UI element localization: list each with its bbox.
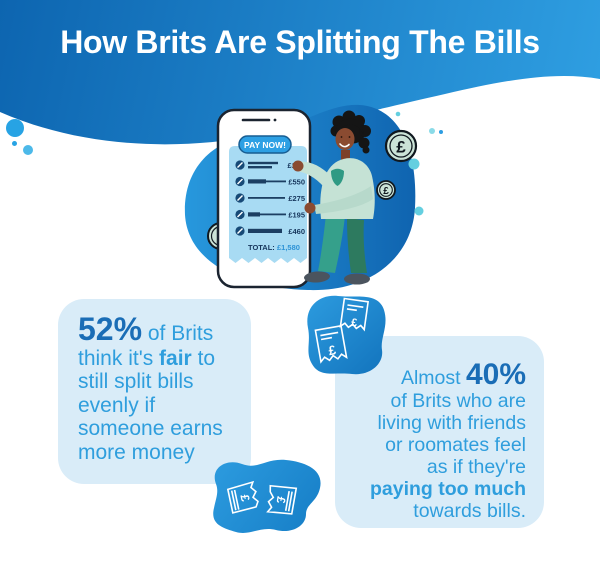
- woman-illustration: [292, 110, 375, 285]
- stat-value-suffix: of Brits: [142, 322, 214, 345]
- stat-card-52-percent: 52% of Brits think it's fair to still sp…: [58, 299, 251, 484]
- stat-line: as if they're: [426, 456, 526, 478]
- teal-accent-dot: [429, 128, 435, 134]
- header-wave: [0, 0, 600, 145]
- decor-dot-large: [6, 119, 24, 137]
- receipt-rows: £10 £550 £275 £195 £460: [235, 160, 305, 236]
- bills-icon: £ £: [307, 295, 386, 375]
- stat-body: think it's fair to still split bills eve…: [78, 347, 251, 465]
- stat-line: think it's fair to: [78, 346, 216, 370]
- stat-line: paying too much: [370, 478, 526, 500]
- receipt: [229, 146, 307, 263]
- stat-prefix: Almost: [400, 367, 466, 389]
- stat-body: of Brits who are living with friends or …: [335, 390, 526, 522]
- receipt-total-value: £1,580: [277, 243, 300, 252]
- stat-line: still split bills: [78, 370, 194, 394]
- stat-line: more money: [78, 440, 195, 464]
- stat-value: 52%: [78, 311, 143, 347]
- pound-coin-icon: £: [384, 129, 418, 163]
- svg-text:£: £: [327, 342, 337, 358]
- teal-accent-dot: [395, 111, 401, 117]
- blue-accent-dot: [439, 130, 443, 134]
- decor-dot-tiny: [12, 141, 17, 146]
- pay-now-label: PAY NOW!: [244, 140, 286, 150]
- receipt-total-label: TOTAL:: [248, 243, 275, 252]
- receipt-amount: £460: [288, 227, 305, 236]
- stat-headline: 52% of Brits: [78, 311, 251, 347]
- stat-headline: Almost 40%: [335, 360, 526, 390]
- receipt-amount: £195: [288, 211, 305, 220]
- torn-bill-icon: £ £: [213, 459, 321, 533]
- svg-text:£: £: [237, 493, 252, 503]
- page-title: How Brits Are Splitting The Bills: [60, 24, 540, 60]
- stat-line: evenly if: [78, 393, 156, 417]
- phone-person-illustration: £ PAY NOW! £10 £550 £275: [184, 104, 443, 291]
- stat-value: 40%: [465, 358, 526, 391]
- svg-text:£: £: [396, 138, 406, 157]
- teal-accent-blob: [414, 206, 424, 216]
- stat-line: of Brits who are: [390, 390, 526, 412]
- stat-line: towards bills.: [413, 500, 526, 522]
- stat-line: living with friends: [377, 412, 526, 434]
- stat-line: someone earns: [78, 417, 223, 441]
- pay-now-button-illustration: [238, 135, 292, 154]
- receipt-amount: £275: [288, 194, 305, 203]
- phone-speaker-dot: [273, 118, 277, 122]
- svg-text:£: £: [273, 495, 288, 504]
- pound-coin-icon: £: [376, 180, 396, 200]
- teal-accent-blob: [408, 158, 420, 170]
- stat-line: or roomates feel: [385, 434, 526, 456]
- decor-dot-small: [23, 145, 33, 155]
- svg-text:£: £: [383, 186, 389, 197]
- svg-text:£: £: [350, 317, 358, 330]
- receipt-amount: £550: [288, 178, 305, 187]
